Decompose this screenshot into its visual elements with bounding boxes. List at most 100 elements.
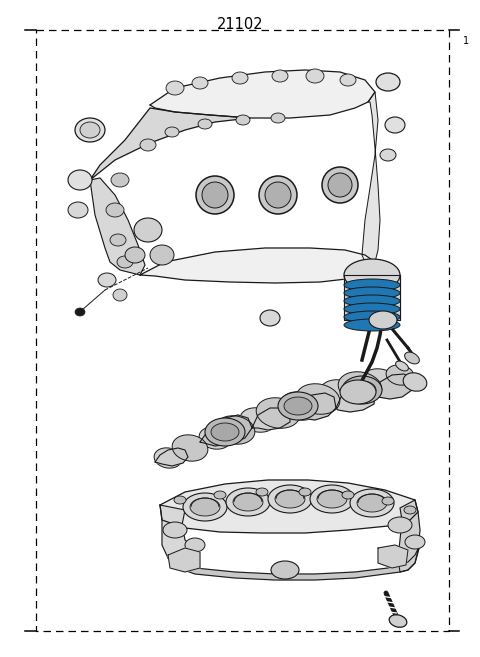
- Ellipse shape: [403, 373, 427, 391]
- Text: 21102: 21102: [216, 17, 264, 32]
- Ellipse shape: [185, 538, 205, 552]
- Ellipse shape: [386, 365, 414, 385]
- Ellipse shape: [165, 127, 179, 137]
- Ellipse shape: [211, 423, 239, 441]
- Ellipse shape: [232, 72, 248, 84]
- Ellipse shape: [382, 497, 394, 505]
- Ellipse shape: [405, 535, 425, 549]
- Polygon shape: [160, 505, 195, 568]
- Ellipse shape: [80, 122, 100, 138]
- Ellipse shape: [111, 173, 129, 187]
- Ellipse shape: [322, 167, 358, 203]
- Ellipse shape: [98, 273, 116, 287]
- Ellipse shape: [348, 381, 376, 399]
- Polygon shape: [252, 408, 290, 430]
- Ellipse shape: [342, 491, 354, 499]
- Ellipse shape: [134, 218, 162, 242]
- Ellipse shape: [265, 182, 291, 208]
- Ellipse shape: [380, 149, 396, 161]
- Ellipse shape: [296, 384, 340, 415]
- Ellipse shape: [113, 289, 127, 301]
- Ellipse shape: [117, 256, 133, 268]
- Ellipse shape: [110, 234, 126, 246]
- Ellipse shape: [396, 361, 408, 371]
- Ellipse shape: [280, 392, 320, 420]
- Ellipse shape: [271, 113, 285, 123]
- Ellipse shape: [259, 176, 297, 214]
- Polygon shape: [398, 500, 420, 572]
- Ellipse shape: [278, 392, 318, 420]
- Ellipse shape: [344, 295, 400, 307]
- Ellipse shape: [196, 176, 234, 214]
- Polygon shape: [90, 108, 250, 180]
- Polygon shape: [200, 415, 252, 446]
- Ellipse shape: [256, 397, 300, 428]
- Ellipse shape: [106, 203, 124, 217]
- Ellipse shape: [362, 369, 398, 394]
- Polygon shape: [168, 545, 420, 580]
- Polygon shape: [336, 388, 375, 412]
- Ellipse shape: [172, 435, 208, 461]
- Polygon shape: [374, 374, 412, 399]
- Ellipse shape: [202, 182, 228, 208]
- Ellipse shape: [340, 74, 356, 86]
- Ellipse shape: [317, 490, 347, 508]
- Ellipse shape: [226, 488, 270, 516]
- Ellipse shape: [256, 488, 268, 496]
- Polygon shape: [155, 448, 188, 466]
- Ellipse shape: [75, 308, 85, 316]
- Ellipse shape: [344, 279, 400, 291]
- Ellipse shape: [125, 247, 145, 263]
- Ellipse shape: [306, 69, 324, 83]
- Ellipse shape: [344, 311, 400, 323]
- Ellipse shape: [75, 118, 105, 142]
- Ellipse shape: [350, 489, 394, 517]
- Ellipse shape: [233, 493, 263, 511]
- Text: 1: 1: [463, 36, 469, 46]
- Ellipse shape: [284, 397, 312, 415]
- Ellipse shape: [385, 117, 405, 133]
- Ellipse shape: [389, 615, 407, 627]
- Ellipse shape: [376, 73, 400, 91]
- Polygon shape: [140, 248, 375, 283]
- Ellipse shape: [404, 506, 416, 514]
- Ellipse shape: [214, 491, 226, 499]
- Ellipse shape: [344, 287, 400, 299]
- Ellipse shape: [150, 245, 174, 265]
- Ellipse shape: [183, 493, 227, 521]
- Bar: [36, 30, 449, 631]
- Ellipse shape: [344, 319, 400, 331]
- Ellipse shape: [344, 303, 400, 315]
- Ellipse shape: [357, 494, 387, 512]
- Ellipse shape: [240, 408, 276, 432]
- Polygon shape: [290, 393, 336, 420]
- Ellipse shape: [199, 427, 231, 449]
- Ellipse shape: [163, 522, 187, 538]
- Polygon shape: [160, 480, 418, 533]
- Ellipse shape: [236, 115, 250, 125]
- Polygon shape: [150, 70, 375, 118]
- Ellipse shape: [275, 490, 305, 508]
- Ellipse shape: [342, 376, 382, 404]
- Ellipse shape: [369, 311, 397, 329]
- Ellipse shape: [205, 418, 245, 446]
- Ellipse shape: [190, 498, 220, 516]
- Ellipse shape: [192, 77, 208, 89]
- Ellipse shape: [310, 485, 354, 513]
- Ellipse shape: [320, 380, 360, 406]
- Polygon shape: [168, 548, 200, 572]
- Ellipse shape: [328, 173, 352, 197]
- Ellipse shape: [388, 517, 412, 533]
- Polygon shape: [90, 178, 145, 275]
- Ellipse shape: [68, 170, 92, 190]
- Ellipse shape: [140, 139, 156, 151]
- Ellipse shape: [344, 259, 400, 291]
- Ellipse shape: [299, 488, 311, 496]
- Polygon shape: [378, 545, 408, 568]
- Ellipse shape: [68, 202, 88, 218]
- Ellipse shape: [166, 81, 184, 95]
- Polygon shape: [344, 275, 400, 320]
- Ellipse shape: [272, 70, 288, 82]
- Ellipse shape: [260, 310, 280, 326]
- Ellipse shape: [338, 372, 382, 402]
